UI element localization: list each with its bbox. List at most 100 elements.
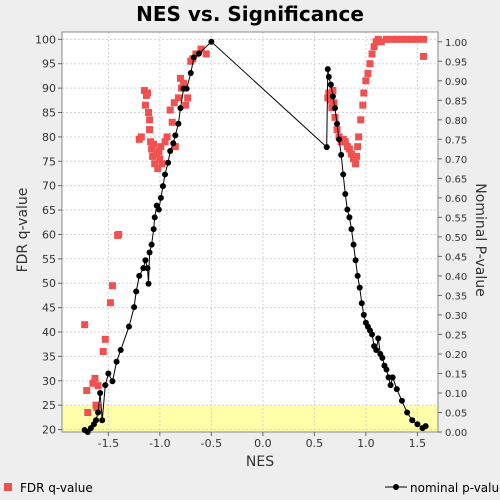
fdr-point: [137, 133, 145, 141]
nominal-pvalue-point: [142, 257, 149, 264]
fdr-point: [347, 150, 355, 158]
left-tick-label: 30: [42, 375, 56, 388]
fdr-point: [370, 43, 378, 51]
right-tick-label: 0.10: [445, 389, 467, 400]
nominal-pvalue-point: [379, 354, 386, 361]
nominal-pvalue-point: [375, 335, 382, 342]
nominal-pvalue-point: [369, 331, 376, 338]
x-tick-label: 0.0: [254, 437, 272, 450]
right-tick-label: 0.00: [445, 428, 467, 439]
chart-title: NES vs. Significance: [136, 2, 364, 26]
nominal-pvalue-point: [150, 226, 157, 233]
fdr-point: [101, 335, 109, 343]
left-tick-label: 50: [42, 277, 56, 290]
right-tick-label: 0.45: [445, 252, 467, 263]
left-tick-label: 80: [42, 131, 56, 144]
nominal-pvalue-point: [157, 194, 164, 201]
fdr-point: [413, 35, 421, 43]
left-tick-label: 55: [42, 253, 56, 266]
fdr-point: [168, 118, 176, 126]
nominal-pvalue-point: [383, 366, 390, 373]
nominal-pvalue-point: [338, 151, 345, 158]
fdr-point: [176, 74, 184, 82]
nominal-pvalue-point: [325, 73, 332, 80]
nominal-pvalue-point: [342, 190, 349, 197]
fdr-point: [420, 35, 428, 43]
fdr-point: [360, 89, 368, 97]
legend-nominal-dot: [393, 484, 399, 490]
left-tick-label: 65: [42, 204, 56, 217]
nominal-pvalue-point: [385, 374, 392, 381]
nominal-pvalue-point: [159, 183, 166, 190]
nominal-pvalue-point: [422, 423, 429, 430]
fdr-point: [359, 101, 367, 109]
fdr-point: [89, 379, 97, 387]
nominal-pvalue-point: [398, 397, 405, 404]
left-axis-label: FDR q-value: [15, 188, 31, 273]
right-axis-label: Nominal P-value: [472, 183, 488, 296]
fdr-point: [146, 116, 154, 124]
nominal-pvalue-point: [387, 382, 394, 389]
right-tick-label: 0.70: [445, 155, 467, 166]
nominal-pvalue-point: [358, 300, 365, 307]
right-tick-label: 0.35: [445, 291, 467, 302]
nominal-pvalue-point: [167, 148, 174, 155]
fdr-point: [99, 348, 107, 356]
nominal-pvalue-point: [145, 280, 152, 287]
nominal-pvalue-point: [177, 105, 184, 112]
fdr-point: [364, 69, 372, 77]
fdr-point: [141, 101, 149, 109]
fdr-point: [171, 143, 179, 151]
nominal-pvalue-point: [99, 417, 106, 424]
nominal-pvalue-point: [352, 257, 359, 264]
nominal-pvalue-point: [175, 120, 182, 127]
nominal-pvalue-point: [144, 265, 151, 272]
left-tick-label: 100: [35, 33, 56, 46]
fdr-point: [163, 133, 171, 141]
nominal-pvalue-point: [324, 66, 331, 73]
fdr-point: [146, 126, 154, 134]
nominal-pvalue-point: [373, 347, 380, 354]
nominal-pvalue-point: [404, 409, 411, 416]
fdr-point: [115, 230, 123, 238]
fdr-point: [354, 143, 362, 151]
plot-border: [61, 31, 439, 433]
left-tick-label: 70: [42, 180, 56, 193]
fdr-point: [93, 404, 101, 412]
fdr-point: [174, 94, 182, 102]
fdr-point: [341, 138, 349, 146]
nominal-pvalue-point: [190, 54, 197, 61]
fdr-point: [393, 35, 401, 43]
fdr-point: [81, 321, 89, 329]
nominal-pvalue-point: [331, 105, 338, 112]
fdr-point: [326, 91, 334, 99]
significance-band: [62, 405, 438, 432]
fdr-point: [106, 299, 114, 307]
fdr-point: [331, 113, 339, 121]
left-tick-label: 95: [42, 58, 56, 71]
x-tick-label: -0.5: [201, 437, 222, 450]
nominal-pvalue-point: [151, 214, 158, 221]
right-tick-label: 1.00: [445, 38, 467, 49]
right-tick-label: 0.05: [445, 408, 467, 419]
nominal-pvalue-point: [389, 374, 396, 381]
nominal-pvalue-point: [208, 38, 215, 45]
fdr-point: [154, 165, 162, 173]
nominal-pvalue-point: [172, 132, 179, 139]
fdr-point: [328, 104, 336, 112]
nominal-pvalue-point: [344, 206, 351, 213]
nominal-pvalue-point: [125, 323, 132, 330]
fdr-point: [355, 133, 363, 141]
fdr-point: [94, 382, 102, 390]
fdr-point: [161, 138, 169, 146]
x-tick-label: -1.5: [98, 437, 119, 450]
nominal-pvalue-point: [95, 409, 102, 416]
nominal-pvalue-point: [350, 241, 357, 248]
fdr-point: [362, 77, 370, 85]
legend-fdr-label: FDR q-value: [20, 481, 93, 495]
nominal-pvalue-point: [140, 265, 147, 272]
nominal-pvalue-point: [356, 284, 363, 291]
fdr-point: [182, 101, 190, 109]
fdr-point: [170, 99, 178, 107]
